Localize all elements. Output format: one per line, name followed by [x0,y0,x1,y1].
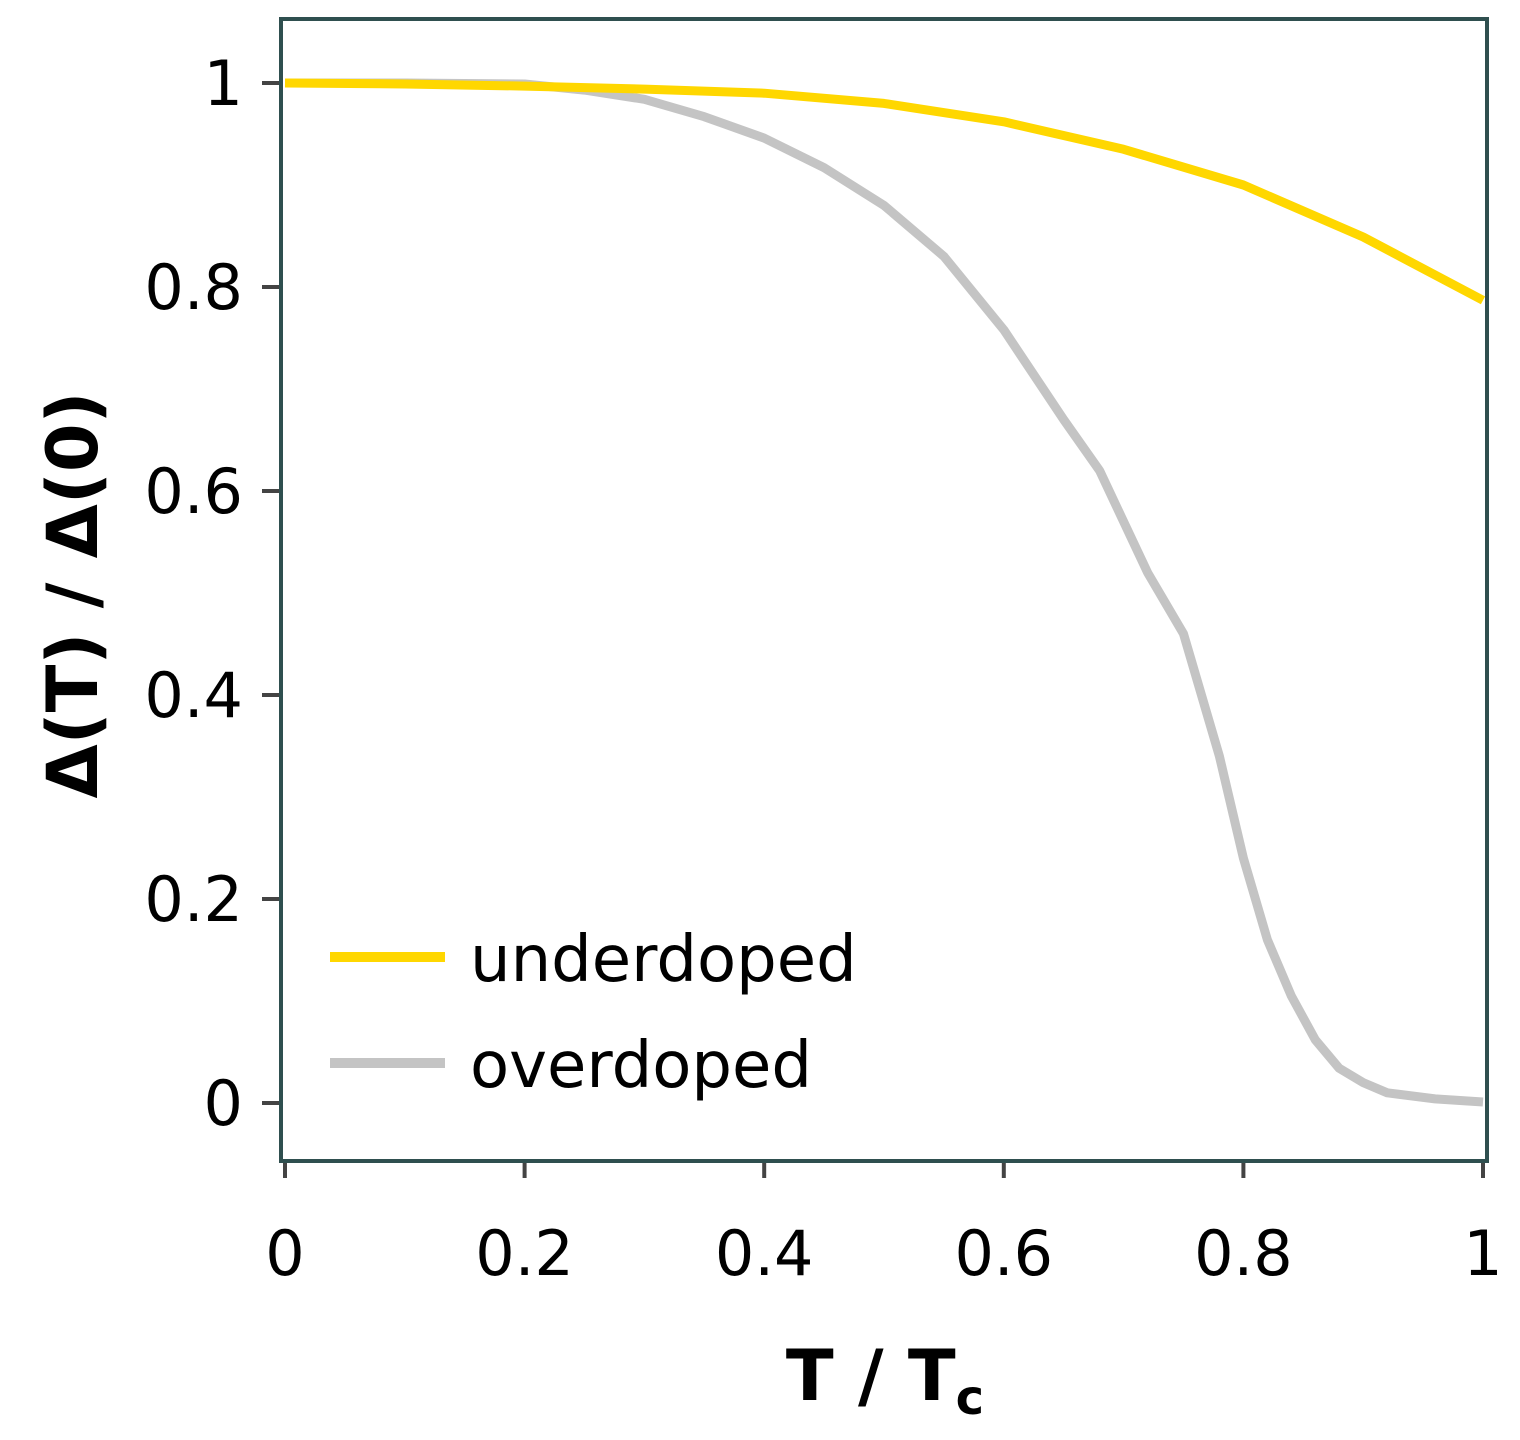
y-tick-label: 0.8 [144,251,243,324]
y-tick-label: 0.4 [144,659,243,732]
x-tick-label: 0.2 [475,1217,574,1290]
legend-label: underdoped [470,923,857,997]
y-tick-label: 0.6 [144,455,243,528]
x-axis-label: T / Tc [786,1335,984,1426]
plot-frame [279,17,1489,1163]
legend-label: overdoped [470,1029,812,1103]
x-tick-label: 0.6 [954,1217,1053,1290]
legend-item-overdoped: overdoped [330,1029,812,1103]
x-tick-label: 0.4 [715,1217,814,1290]
x-tick-label: 0.8 [1194,1217,1293,1290]
y-tick-label: 1 [204,47,243,120]
series-line-underdoped [284,78,1486,305]
y-axis-label: Δ(T) / Δ(0) [32,391,114,798]
legend-item-underdoped: underdoped [330,923,857,997]
x-tick-label: 1 [1463,1217,1502,1290]
x-tick-label: 0 [265,1217,304,1290]
y-tick-label: 0.2 [144,863,243,936]
series-line-overdoped [285,78,1484,1107]
y-tick-label: 0 [204,1067,243,1140]
